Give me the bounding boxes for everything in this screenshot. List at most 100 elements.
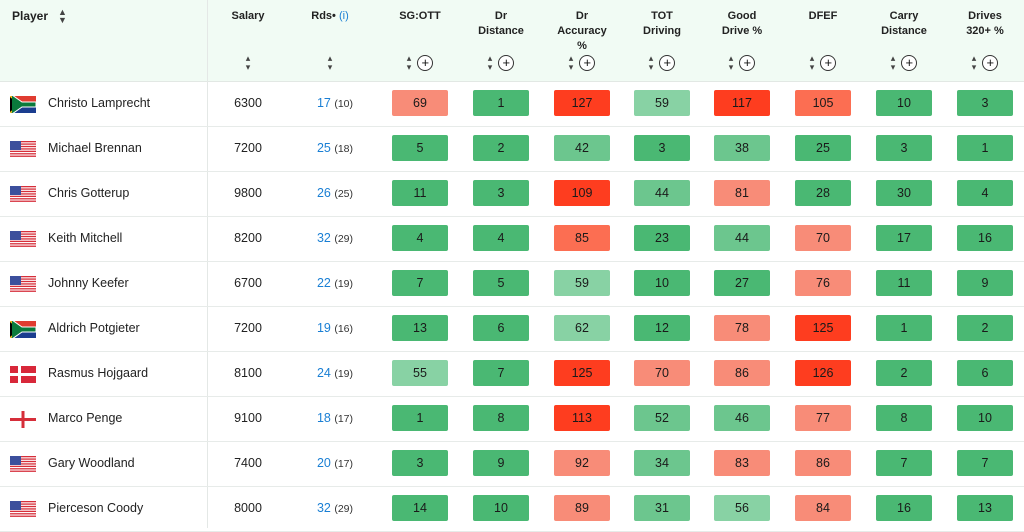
stat-cell-totdrv: 10 xyxy=(634,270,690,296)
column-header-salary[interactable]: Salary ▴ ▾ xyxy=(208,0,288,81)
sort-icon[interactable]: ▴ ▾ xyxy=(245,53,251,72)
player-name[interactable]: Gary Woodland xyxy=(48,456,135,470)
stat-cell-dracc: 85 xyxy=(554,225,610,251)
sort-icon[interactable]: ▴ ▾ xyxy=(648,53,654,72)
player-name[interactable]: Aldrich Potgieter xyxy=(48,321,140,335)
stat-cell-good: 86 xyxy=(714,360,770,386)
stat-cell-dracc: 89 xyxy=(554,495,610,521)
player-name[interactable]: Chris Gotterup xyxy=(48,186,130,200)
column-header-sgott[interactable]: SG:OTT ▴ ▾ + xyxy=(380,0,460,81)
sort-icon[interactable]: ▴ ▾ xyxy=(568,53,574,72)
player-name[interactable]: Marco Penge xyxy=(48,411,123,425)
add-column-filter-icon[interactable]: + xyxy=(982,55,999,71)
add-column-filter-icon[interactable]: + xyxy=(417,55,434,71)
stat-cell-good: 38 xyxy=(714,135,770,161)
stat-cell-d320: 16 xyxy=(957,225,1013,251)
table-row[interactable]: Christo Lamprecht 6300 17 (10) 69 1 127 59 117 1… xyxy=(0,81,1024,127)
column-header-dracc[interactable]: Dr Accuracy% ▴ ▾ + xyxy=(542,0,622,81)
salary-value: 8200 xyxy=(234,231,262,245)
table-row[interactable]: Marco Penge 9100 18 (17) 1 8 113 52 46 77 8 10 xyxy=(0,396,1024,442)
rounds-link[interactable]: 17 xyxy=(316,96,331,110)
table-row[interactable]: Aldrich Potgieter 7200 19 (16) 13 6 62 12 78 125… xyxy=(0,306,1024,352)
player-name[interactable]: Rasmus Hojgaard xyxy=(48,366,149,380)
table-row[interactable]: Pierceson Coody 8000 32 (29) 14 10 89 31 56 84 16… xyxy=(0,486,1024,532)
player-name[interactable]: Christo Lamprecht xyxy=(48,96,151,110)
stat-cell-drdist: 2 xyxy=(473,135,529,161)
rounds-sub-value: (29) xyxy=(334,233,354,245)
stat-cell-dracc: 127 xyxy=(554,90,610,116)
table-row[interactable]: Gary Woodland 7400 20 (17) 3 9 92 34 83 86 7 7 xyxy=(0,441,1024,487)
table-row[interactable]: Chris Gotterup 9800 26 (25) 11 3 109 44 81 28 30 4 xyxy=(0,171,1024,217)
rounds-link[interactable]: 32 xyxy=(316,501,331,515)
player-column-header[interactable]: Player xyxy=(12,9,49,23)
player-sort-icon[interactable]: ▲ ▼ xyxy=(58,7,67,25)
table-row[interactable]: Johnny Keefer 6700 22 (19) 7 5 59 10 27 76 11 9 xyxy=(0,261,1024,307)
stat-cell-dfef: 125 xyxy=(795,315,851,341)
stat-cell-sgott: 3 xyxy=(392,450,448,476)
sort-icon[interactable]: ▴ ▾ xyxy=(406,53,412,72)
column-label-totdrv: TOT Driving xyxy=(643,10,681,37)
rounds-link[interactable]: 18 xyxy=(316,411,331,425)
sort-icon[interactable]: ▴ ▾ xyxy=(890,53,896,72)
add-column-filter-icon[interactable]: + xyxy=(739,55,756,71)
column-header-d320[interactable]: Drives 320+ % ▴ ▾ + xyxy=(945,0,1024,81)
rds-dot: • xyxy=(332,10,336,22)
add-column-filter-icon[interactable]: + xyxy=(498,55,515,71)
rds-info-link[interactable]: (i) xyxy=(335,10,349,22)
sort-icon[interactable]: ▴ ▾ xyxy=(487,53,493,72)
stat-cell-good: 56 xyxy=(714,495,770,521)
column-header-rds[interactable]: Rds• (i) ▴ ▾ xyxy=(290,0,370,81)
column-label-dfef: DFEF xyxy=(808,10,838,22)
stat-cell-d320: 3 xyxy=(957,90,1013,116)
stat-cell-dfef: 105 xyxy=(795,90,851,116)
stat-cell-totdrv: 31 xyxy=(634,495,690,521)
player-name[interactable]: Keith Mitchell xyxy=(48,231,123,245)
rounds-link[interactable]: 22 xyxy=(316,276,331,290)
table-header: Player ▲ ▼ Salary ▴ ▾ Rds• (i) ▴ ▾ SG:OTT ▴ ▾ + Dr D… xyxy=(0,0,1024,82)
stat-cell-drdist: 8 xyxy=(473,405,529,431)
rounds-cell: 26 (25) xyxy=(300,186,370,200)
south-africa-flag-icon xyxy=(9,319,37,340)
stat-cell-carry: 10 xyxy=(876,90,932,116)
stat-cell-dracc: 125 xyxy=(554,360,610,386)
stat-cell-dracc: 92 xyxy=(554,450,610,476)
stat-cell-totdrv: 3 xyxy=(634,135,690,161)
stat-cell-dfef: 70 xyxy=(795,225,851,251)
column-header-dfef[interactable]: DFEF ▴ ▾ + xyxy=(783,0,863,81)
rounds-link[interactable]: 26 xyxy=(316,186,331,200)
stat-cell-carry: 8 xyxy=(876,405,932,431)
stat-cell-carry: 11 xyxy=(876,270,932,296)
table-row[interactable]: Rasmus Hojgaard 8100 24 (19) 55 7 125 70 86 126 2… xyxy=(0,351,1024,397)
sort-icon[interactable]: ▴ ▾ xyxy=(327,53,333,72)
stat-cell-dfef: 25 xyxy=(795,135,851,161)
england-flag-icon xyxy=(10,411,36,428)
sort-icon[interactable]: ▴ ▾ xyxy=(971,53,977,72)
add-column-filter-icon[interactable]: + xyxy=(820,55,837,71)
rounds-link[interactable]: 25 xyxy=(316,141,331,155)
stat-cell-totdrv: 12 xyxy=(634,315,690,341)
sort-icon[interactable]: ▴ ▾ xyxy=(809,53,815,72)
table-row[interactable]: Keith Mitchell 8200 32 (29) 4 4 85 23 44 70 17 16 xyxy=(0,216,1024,262)
column-header-totdrv[interactable]: TOT Driving ▴ ▾ + xyxy=(622,0,702,81)
salary-value: 7200 xyxy=(234,141,262,155)
rounds-link[interactable]: 20 xyxy=(316,456,331,470)
rounds-link[interactable]: 19 xyxy=(316,321,331,335)
denmark-flag-icon xyxy=(10,366,36,383)
stat-cell-good: 78 xyxy=(714,315,770,341)
sort-icon[interactable]: ▴ ▾ xyxy=(728,53,734,72)
stat-cell-dfef: 28 xyxy=(795,180,851,206)
player-name[interactable]: Pierceson Coody xyxy=(48,501,144,515)
player-name[interactable]: Michael Brennan xyxy=(48,141,142,155)
add-column-filter-icon[interactable]: + xyxy=(901,55,918,71)
rounds-link[interactable]: 32 xyxy=(316,231,331,245)
column-header-carry[interactable]: Carry Distance ▴ ▾ + xyxy=(864,0,944,81)
rounds-sub-value: (19) xyxy=(334,278,354,290)
column-header-drdist[interactable]: Dr Distance ▴ ▾ + xyxy=(461,0,541,81)
add-column-filter-icon[interactable]: + xyxy=(659,55,676,71)
rounds-link[interactable]: 24 xyxy=(316,366,331,380)
table-row[interactable]: Michael Brennan 7200 25 (18) 5 2 42 3 38 25 3 1 xyxy=(0,126,1024,172)
stat-cell-totdrv: 70 xyxy=(634,360,690,386)
add-column-filter-icon[interactable]: + xyxy=(579,55,596,71)
column-header-good[interactable]: Good Drive % ▴ ▾ + xyxy=(702,0,782,81)
player-name[interactable]: Johnny Keefer xyxy=(48,276,129,290)
